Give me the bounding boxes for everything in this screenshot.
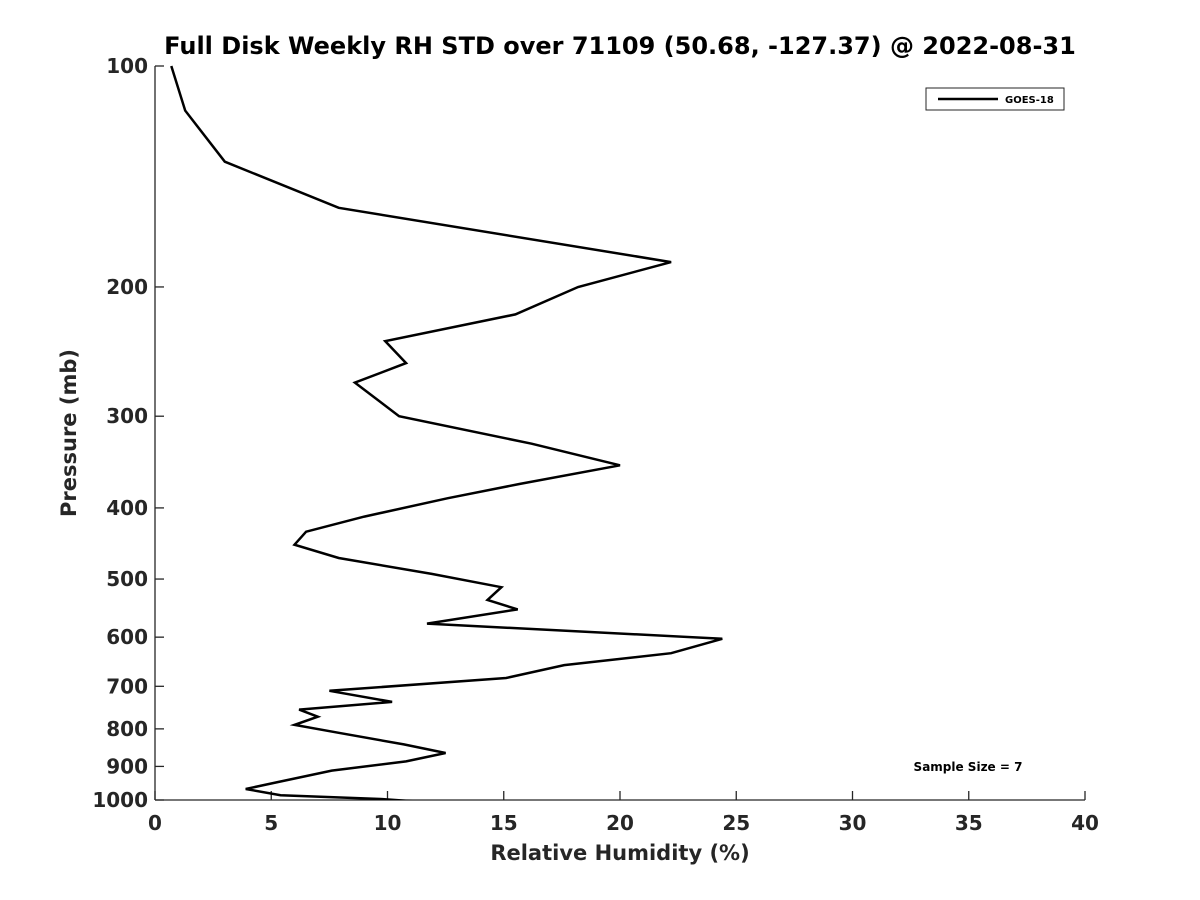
- x-tick-label: 30: [839, 811, 867, 835]
- x-tick-label: 10: [374, 811, 402, 835]
- y-tick-label: 1000: [92, 788, 148, 812]
- legend: GOES-18: [925, 87, 1065, 111]
- y-tick-label: 500: [106, 567, 148, 591]
- x-tick-label: 15: [490, 811, 518, 835]
- legend-label: GOES-18: [1005, 95, 1054, 106]
- x-tick-label: 40: [1071, 811, 1099, 835]
- y-ticks: 100 200 300 400 500 600 700 800 900 1000: [92, 54, 164, 812]
- y-tick-label: 600: [106, 625, 148, 649]
- x-axis-label: Relative Humidity (%): [490, 841, 749, 865]
- y-tick-label: 900: [106, 754, 148, 778]
- y-tick-label: 100: [106, 54, 148, 78]
- x-tick-label: 0: [148, 811, 162, 835]
- series-group: [170, 65, 723, 800]
- y-tick-label: 200: [106, 275, 148, 299]
- series-line-goes-18: [170, 65, 723, 800]
- x-tick-label: 25: [722, 811, 750, 835]
- x-tick-label: 5: [264, 811, 278, 835]
- y-tick-label: 400: [106, 496, 148, 520]
- y-axis-label: Pressure (mb): [57, 349, 81, 517]
- y-tick-label: 700: [106, 674, 148, 698]
- x-tick-label: 35: [955, 811, 983, 835]
- chart-title: Full Disk Weekly RH STD over 71109 (50.6…: [164, 32, 1076, 60]
- y-tick-label: 300: [106, 404, 148, 428]
- sample-size-annotation: Sample Size = 7: [914, 760, 1023, 774]
- x-ticks: 0 5 10 15 20 25 30 35 40: [148, 791, 1099, 835]
- y-tick-label: 800: [106, 717, 148, 741]
- x-tick-label: 20: [606, 811, 634, 835]
